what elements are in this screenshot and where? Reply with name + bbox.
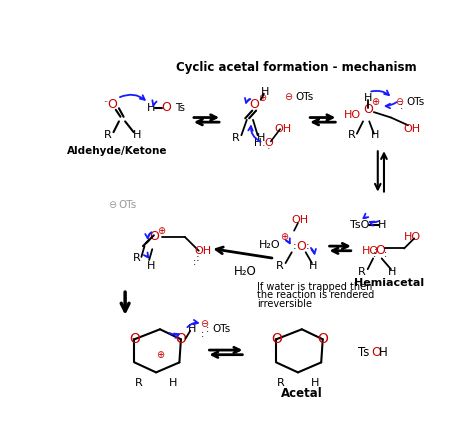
Text: TsO: TsO (350, 220, 369, 230)
Text: R: R (357, 266, 365, 276)
Text: ··: ·· (103, 99, 109, 107)
Text: H: H (388, 266, 397, 276)
Text: O: O (264, 138, 273, 148)
Text: HO: HO (404, 232, 421, 242)
Text: O: O (296, 240, 306, 253)
Text: Aldehyde/Ketone: Aldehyde/Ketone (67, 146, 168, 156)
Text: H: H (188, 324, 196, 334)
Text: :: : (400, 101, 403, 111)
Text: O: O (317, 332, 328, 346)
Text: H: H (309, 261, 318, 271)
Text: :: : (201, 329, 204, 339)
Text: OH: OH (274, 124, 291, 134)
Text: O: O (271, 332, 282, 346)
Text: ⊖: ⊖ (200, 319, 208, 329)
Text: H: H (146, 102, 155, 112)
Text: :: : (192, 256, 196, 266)
Text: O: O (107, 98, 117, 111)
Text: H: H (364, 93, 372, 103)
Text: H: H (256, 133, 265, 143)
Text: O: O (250, 98, 259, 111)
Text: ⊕: ⊕ (156, 350, 164, 360)
Text: ⊖: ⊖ (284, 92, 292, 102)
Text: :: : (373, 249, 376, 259)
Text: H: H (371, 130, 380, 140)
Text: HO: HO (362, 246, 379, 256)
Text: Cyclic acetal formation - mechanism: Cyclic acetal formation - mechanism (175, 61, 416, 74)
Text: O: O (129, 332, 140, 346)
Text: ⊕: ⊕ (280, 232, 288, 242)
Text: ⊖: ⊖ (108, 200, 116, 210)
Text: If water is trapped then: If water is trapped then (257, 282, 372, 292)
Text: :: : (384, 249, 387, 259)
Text: :: : (195, 253, 199, 263)
Text: H₂O: H₂O (259, 240, 281, 250)
Text: O: O (372, 346, 382, 359)
Text: OH: OH (195, 246, 212, 256)
Text: H: H (377, 220, 386, 230)
Text: H: H (379, 346, 388, 359)
Text: Acetal: Acetal (281, 388, 323, 401)
Text: OTs: OTs (296, 92, 314, 102)
Text: Ts: Ts (175, 102, 185, 112)
Text: irreversible: irreversible (257, 299, 312, 309)
Text: O: O (161, 101, 171, 114)
Text: R: R (277, 378, 285, 388)
Text: R: R (276, 261, 284, 271)
Text: H: H (261, 87, 270, 97)
Text: H: H (169, 378, 177, 388)
Text: ⊕: ⊕ (157, 226, 165, 236)
Text: Hemiacetal: Hemiacetal (354, 278, 424, 288)
Text: ·: · (262, 141, 265, 151)
Text: ·: · (267, 144, 270, 154)
Text: :: : (306, 241, 310, 251)
Text: H: H (133, 130, 141, 140)
Text: ⊕: ⊕ (372, 97, 380, 107)
Text: R: R (135, 378, 143, 388)
Text: ⊕: ⊕ (258, 93, 266, 103)
Text: H: H (254, 138, 262, 148)
Text: H₂O: H₂O (234, 265, 256, 278)
Text: H: H (146, 261, 155, 271)
Text: :: : (293, 241, 297, 251)
Text: O: O (175, 332, 186, 346)
Text: OTs: OTs (406, 97, 425, 107)
Text: OH: OH (403, 124, 420, 134)
Text: :: : (374, 246, 377, 256)
Text: O: O (375, 244, 385, 257)
Text: the reaction is rendered: the reaction is rendered (257, 290, 374, 300)
Text: :: : (206, 324, 209, 334)
Text: R: R (133, 253, 141, 263)
Text: O: O (363, 103, 373, 116)
Text: R: R (103, 130, 111, 140)
Text: Ts: Ts (357, 346, 369, 359)
Text: OTs: OTs (118, 200, 137, 210)
Text: O: O (149, 230, 159, 243)
Text: ⊖: ⊖ (395, 97, 403, 107)
Text: OH: OH (291, 215, 308, 225)
Text: HO: HO (344, 110, 361, 120)
Text: R: R (232, 133, 240, 143)
Text: R: R (348, 130, 356, 140)
Text: H: H (311, 378, 319, 388)
Text: OTs: OTs (212, 324, 230, 334)
